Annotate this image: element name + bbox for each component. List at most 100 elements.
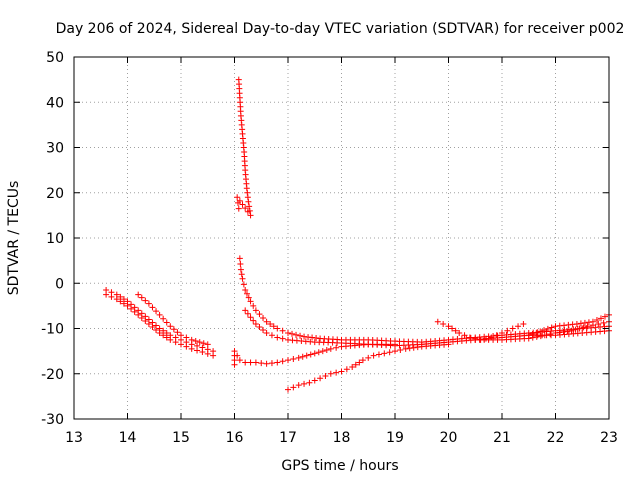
series-arc-1b	[103, 291, 217, 359]
y-axis-label: SDTVAR / TECUs	[6, 181, 22, 296]
series-arc-5	[285, 341, 452, 393]
data-point	[242, 307, 249, 314]
data-point	[149, 304, 156, 311]
data-point	[256, 323, 263, 330]
data-point	[548, 324, 555, 331]
data-point	[246, 203, 253, 210]
data-point	[504, 327, 511, 334]
data-point	[397, 346, 404, 353]
data-point	[156, 311, 163, 318]
data-point	[258, 360, 265, 367]
data-point	[243, 185, 250, 192]
data-point	[260, 314, 267, 321]
data-point	[250, 317, 257, 324]
data-point	[537, 333, 544, 340]
data-point	[244, 208, 251, 215]
data-point	[183, 334, 190, 341]
data-point	[290, 356, 297, 363]
data-point	[163, 319, 170, 326]
data-point	[263, 330, 270, 337]
data-point	[289, 330, 296, 337]
data-point	[108, 293, 115, 300]
data-point	[564, 328, 571, 335]
series-arc-2-spike	[234, 76, 254, 219]
data-point	[295, 382, 302, 389]
data-point	[568, 327, 575, 334]
data-point	[290, 384, 297, 391]
data-point	[410, 344, 417, 351]
data-point	[235, 205, 242, 212]
data-point	[461, 332, 468, 339]
data-point	[170, 326, 177, 333]
data-point	[237, 266, 244, 273]
x-tick-label: 15	[172, 430, 190, 446]
data-point	[295, 354, 302, 361]
data-point	[279, 335, 286, 342]
data-point	[533, 329, 540, 336]
data-point	[445, 341, 452, 348]
data-point	[274, 359, 281, 366]
data-point	[279, 358, 286, 365]
y-tick-label: 30	[46, 141, 64, 157]
data-point	[509, 325, 516, 332]
data-point	[365, 354, 372, 361]
data-point	[192, 337, 199, 344]
data-point	[135, 291, 142, 298]
data-point	[167, 323, 174, 330]
data-point	[238, 271, 245, 278]
data-point	[244, 194, 251, 201]
data-point	[301, 380, 308, 387]
data-point	[560, 328, 567, 335]
data-point	[239, 201, 246, 208]
data-point	[163, 334, 170, 341]
y-tick-label: 0	[55, 276, 64, 292]
data-point	[210, 352, 217, 359]
data-point	[306, 379, 313, 386]
x-tick-label: 18	[333, 430, 351, 446]
data-point	[247, 314, 254, 321]
data-point	[327, 345, 334, 352]
data-point	[204, 350, 211, 357]
data-point	[299, 353, 306, 360]
data-point	[247, 359, 254, 366]
data-point	[142, 317, 149, 324]
data-point	[311, 350, 318, 357]
data-point	[541, 327, 548, 334]
y-tick-label: 20	[46, 186, 64, 202]
data-point	[188, 345, 195, 352]
data-point	[593, 317, 600, 324]
data-point	[153, 327, 160, 334]
data-point	[285, 357, 291, 364]
data-point	[239, 275, 246, 282]
x-tick-label: 14	[119, 430, 137, 446]
chart-title: Day 206 of 2024, Sidereal Day-to-day VTE…	[56, 21, 625, 37]
data-point	[584, 323, 591, 330]
data-point	[234, 352, 241, 359]
data-point	[285, 386, 291, 393]
data-point	[359, 357, 366, 364]
data-point	[145, 300, 152, 307]
data-point	[338, 368, 345, 375]
data-point	[585, 319, 592, 326]
y-tick-label: 50	[46, 50, 64, 66]
data-point	[160, 332, 167, 339]
data-point	[547, 331, 554, 338]
data-point	[242, 287, 249, 294]
data-point	[537, 328, 544, 335]
data-point	[156, 330, 163, 337]
data-point	[199, 349, 206, 356]
data-point	[167, 336, 174, 343]
data-point	[572, 326, 579, 333]
data-point	[256, 311, 263, 318]
data-point	[103, 291, 110, 298]
data-point	[600, 319, 607, 326]
data-point	[402, 345, 409, 352]
data-point	[327, 370, 334, 377]
data-point	[204, 341, 211, 348]
data-point	[153, 308, 160, 315]
data-point	[236, 255, 243, 262]
data-point	[375, 351, 382, 358]
data-point	[303, 352, 310, 359]
series-arc-4	[231, 341, 398, 368]
data-point	[293, 331, 300, 338]
